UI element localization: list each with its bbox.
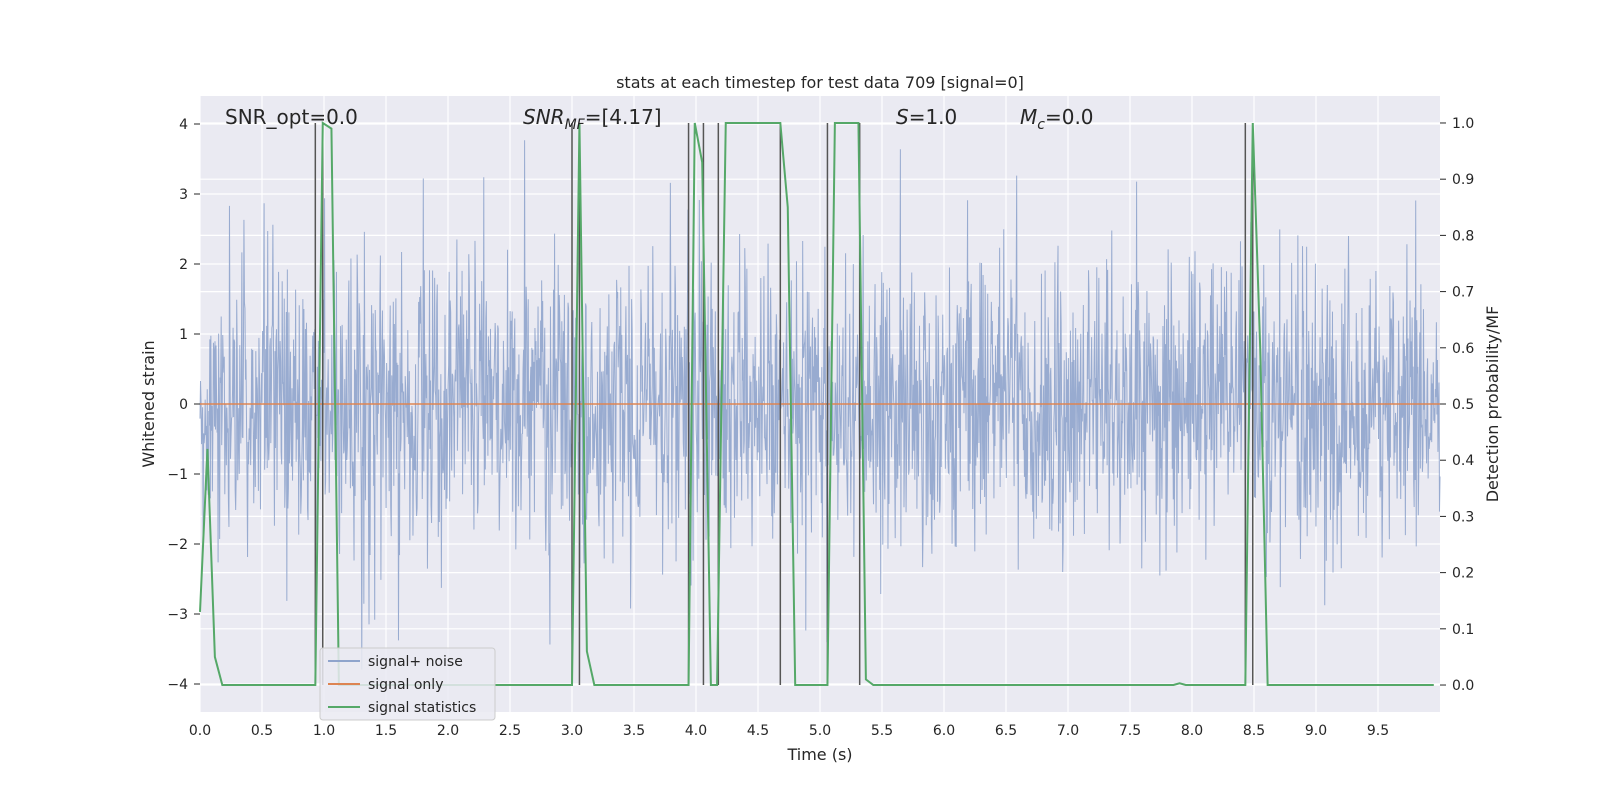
annotation-s: S=1.0 [896, 105, 957, 129]
legend: signal+ noise signal only signal statist… [319, 647, 496, 721]
y-right-tick-label: 1.0 [1452, 116, 1474, 132]
legend-box [319, 647, 496, 721]
x-tick-label: 2.5 [499, 723, 521, 739]
x-tick-label: 7.0 [1057, 723, 1079, 739]
annotation-s-name: S [896, 105, 909, 129]
x-tick-label: 8.0 [1181, 723, 1203, 739]
x-tick-label: 7.5 [1119, 723, 1141, 739]
y-tick-label: 4 [179, 117, 188, 133]
annotation-s-value: =1.0 [909, 105, 958, 129]
y-ticks-right: 1.0 0.9 0.8 0.7 0.6 0.5 0.4 0.3 0.2 0.1 0.0 [1440, 116, 1474, 694]
legend-label-noise: signal+ noise [368, 654, 463, 670]
x-ticks: 0.0 0.5 1.0 1.5 2.0 2.5 3.0 3.5 4.0 4.5 5.0 5.5 6.0 6… [189, 723, 1389, 739]
x-tick-label: 3.0 [561, 723, 583, 739]
y-tick-label: 3 [179, 187, 188, 203]
y-right-tick-label: 0.2 [1452, 566, 1474, 582]
x-tick-label: 2.0 [437, 723, 459, 739]
x-tick-label: 1.5 [375, 723, 397, 739]
signal-statistics-series [199, 121, 1434, 687]
annotation-mc-sub: c [1037, 117, 1045, 133]
annotation-snr-mf-name: SNR [523, 105, 565, 129]
annotation-mc: Mc=0.0 [1020, 105, 1094, 133]
x-tick-label: 9.0 [1305, 723, 1327, 739]
y-axis-label-right: Detection probability/MF [1483, 306, 1502, 503]
signal-statistics-line [199, 121, 1434, 687]
annotation-snr-mf-value: =[4.17] [585, 105, 662, 129]
annotation-snr-mf-sub: MF [565, 117, 586, 133]
annotation-snr-mf: SNRMF=[4.17] [523, 105, 662, 133]
x-tick-label: 8.5 [1243, 723, 1265, 739]
annotation-mc-value: =0.0 [1045, 105, 1094, 129]
y-right-tick-label: 0.3 [1452, 509, 1474, 525]
y-tick-label: 0 [179, 397, 188, 413]
x-tick-label: 1.0 [313, 723, 335, 739]
annotation-mc-name: M [1020, 105, 1037, 129]
y-right-tick-label: 0.4 [1452, 453, 1474, 469]
y-right-tick-label: 0.8 [1452, 228, 1474, 244]
y-right-tick-label: 0.6 [1452, 341, 1474, 357]
x-tick-label: 4.0 [685, 723, 707, 739]
chart-title: stats at each timestep for test data 709… [616, 73, 1024, 92]
x-tick-label: 6.0 [933, 723, 955, 739]
y-tick-label: −3 [167, 607, 188, 623]
x-tick-label: 0.0 [189, 723, 211, 739]
y-tick-label: −4 [167, 677, 188, 693]
y-right-tick-label: 0.5 [1452, 397, 1474, 413]
vertical-markers [314, 122, 1254, 686]
x-tick-label: 0.5 [251, 723, 273, 739]
y-tick-label: −2 [167, 537, 188, 553]
x-tick-label: 9.5 [1367, 723, 1389, 739]
x-axis-label: Time (s) [786, 745, 852, 764]
x-tick-label: 3.5 [623, 723, 645, 739]
y-tick-label: 1 [179, 327, 188, 343]
y-right-tick-label: 0.9 [1452, 172, 1474, 188]
y-right-tick-label: 0.0 [1452, 678, 1474, 694]
y-tick-label: −1 [167, 467, 188, 483]
legend-label-signal-only: signal only [368, 677, 443, 693]
y-right-tick-label: 0.1 [1452, 622, 1474, 638]
annotation-snr-opt: SNR_opt=0.0 [225, 105, 358, 129]
x-tick-label: 6.5 [995, 723, 1017, 739]
legend-label-statistics: signal statistics [368, 700, 476, 716]
x-tick-label: 5.0 [809, 723, 831, 739]
x-tick-label: 4.5 [747, 723, 769, 739]
y-axis-label: Whitened strain [139, 340, 158, 467]
y-tick-label: 2 [179, 257, 188, 273]
y-ticks-left: 4 3 2 1 0 −1 −2 −3 −4 [167, 117, 200, 693]
y-right-tick-label: 0.7 [1452, 285, 1474, 301]
x-tick-label: 5.5 [871, 723, 893, 739]
